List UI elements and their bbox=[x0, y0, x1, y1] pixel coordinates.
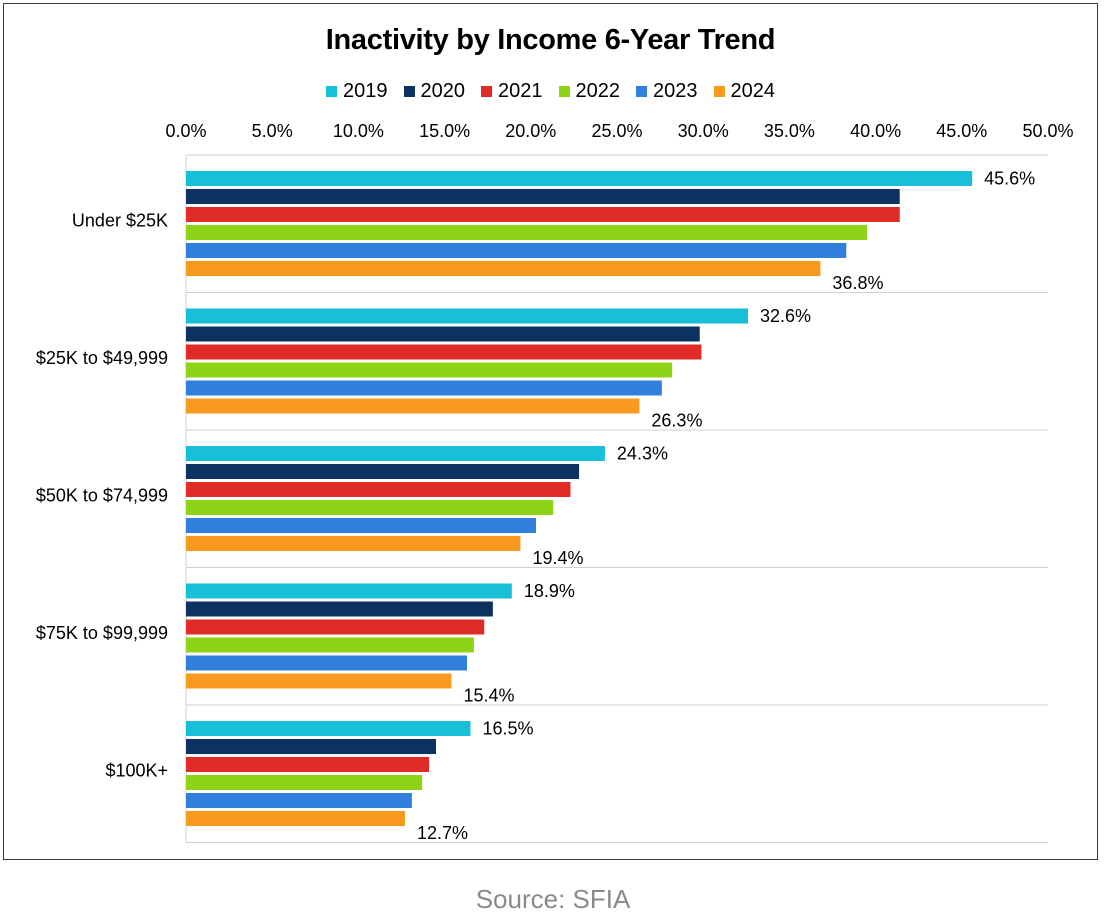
data-label: 26.3% bbox=[651, 410, 702, 430]
bar-2024 bbox=[186, 261, 821, 276]
legend-label: 2024 bbox=[730, 80, 776, 102]
bar-2019 bbox=[186, 583, 512, 599]
bar-2019 bbox=[186, 446, 605, 461]
bar-2024 bbox=[186, 811, 405, 826]
x-tick-label: 25.0% bbox=[591, 121, 642, 141]
legend-swatch bbox=[558, 86, 570, 97]
legend-swatch bbox=[326, 86, 337, 97]
data-label: 24.3% bbox=[617, 443, 668, 463]
bar-2020 bbox=[186, 739, 436, 754]
bar-2021 bbox=[186, 482, 571, 497]
category-label: $25K to $49,999 bbox=[36, 348, 168, 368]
data-label: 36.8% bbox=[832, 273, 883, 293]
bar-2021 bbox=[186, 757, 430, 772]
category-label: Under $25K bbox=[72, 211, 168, 231]
x-tick-label: 30.0% bbox=[678, 121, 729, 141]
legend-item-2023: 2023 bbox=[636, 80, 698, 103]
bar-2022 bbox=[186, 362, 673, 378]
x-tick-label: 45.0% bbox=[936, 121, 987, 141]
x-tick-label: 50.0% bbox=[1022, 121, 1073, 141]
x-tick-label: 5.0% bbox=[252, 121, 293, 141]
legend-label: 2019 bbox=[343, 80, 388, 102]
x-tick-label: 15.0% bbox=[419, 121, 470, 141]
data-label: 19.4% bbox=[532, 548, 583, 568]
legend-item-2021: 2021 bbox=[481, 80, 543, 103]
legend-item-2020: 2020 bbox=[403, 80, 466, 103]
bar-2020 bbox=[186, 464, 580, 479]
chart-legend: 2019 2020 2021 2022 2023 2024 bbox=[4, 80, 1097, 103]
category-label: $100K+ bbox=[105, 761, 168, 781]
legend-label: 2021 bbox=[498, 80, 543, 102]
x-tick-label: 40.0% bbox=[850, 121, 901, 141]
data-label: 45.6% bbox=[984, 168, 1035, 188]
bar-2023 bbox=[186, 518, 536, 533]
legend-label: 2020 bbox=[420, 80, 466, 102]
bar-2020 bbox=[186, 601, 493, 617]
source-note: Source: SFIA bbox=[475, 884, 631, 914]
legend-label: 2023 bbox=[653, 80, 698, 102]
data-label: 32.6% bbox=[760, 306, 811, 326]
bar-2022 bbox=[186, 775, 423, 790]
bar-2022 bbox=[186, 637, 474, 653]
data-label: 12.7% bbox=[417, 823, 468, 843]
bar-2023 bbox=[186, 655, 468, 671]
bar-2022 bbox=[186, 500, 554, 515]
bar-2024 bbox=[186, 536, 521, 551]
x-tick-label: 10.0% bbox=[333, 121, 384, 141]
chart-title: Inactivity by Income 6-Year Trend bbox=[325, 24, 776, 56]
bar-2019 bbox=[186, 308, 749, 324]
legend-swatch bbox=[403, 86, 415, 97]
category-label: $50K to $74,999 bbox=[36, 486, 168, 506]
bar-2023 bbox=[186, 793, 412, 808]
bar-2022 bbox=[186, 225, 867, 240]
bar-2024 bbox=[186, 398, 640, 414]
legend-item-2022: 2022 bbox=[558, 80, 621, 103]
x-tick-label: 0.0% bbox=[165, 121, 206, 141]
x-tick-label: 35.0% bbox=[764, 121, 815, 141]
bar-2024 bbox=[186, 673, 452, 689]
legend-swatch bbox=[481, 86, 492, 97]
bar-2023 bbox=[186, 380, 662, 396]
bar-2020 bbox=[186, 326, 700, 342]
x-tick-label: 20.0% bbox=[505, 121, 556, 141]
bar-2021 bbox=[186, 207, 900, 222]
data-label: 18.9% bbox=[524, 581, 575, 601]
legend-item-2019: 2019 bbox=[326, 80, 388, 103]
category-label: $75K to $99,999 bbox=[36, 623, 168, 643]
bar-2019 bbox=[186, 171, 973, 186]
bar-2021 bbox=[186, 619, 485, 635]
legend-item-2024: 2024 bbox=[713, 80, 776, 103]
bar-2021 bbox=[186, 344, 702, 360]
data-label: 15.4% bbox=[463, 685, 514, 705]
legend-swatch bbox=[713, 86, 725, 97]
legend-swatch bbox=[636, 86, 647, 97]
bar-2023 bbox=[186, 243, 847, 258]
data-label: 16.5% bbox=[482, 718, 533, 738]
legend-label: 2022 bbox=[575, 80, 621, 102]
bar-2019 bbox=[186, 721, 471, 736]
bar-2020 bbox=[186, 189, 900, 204]
